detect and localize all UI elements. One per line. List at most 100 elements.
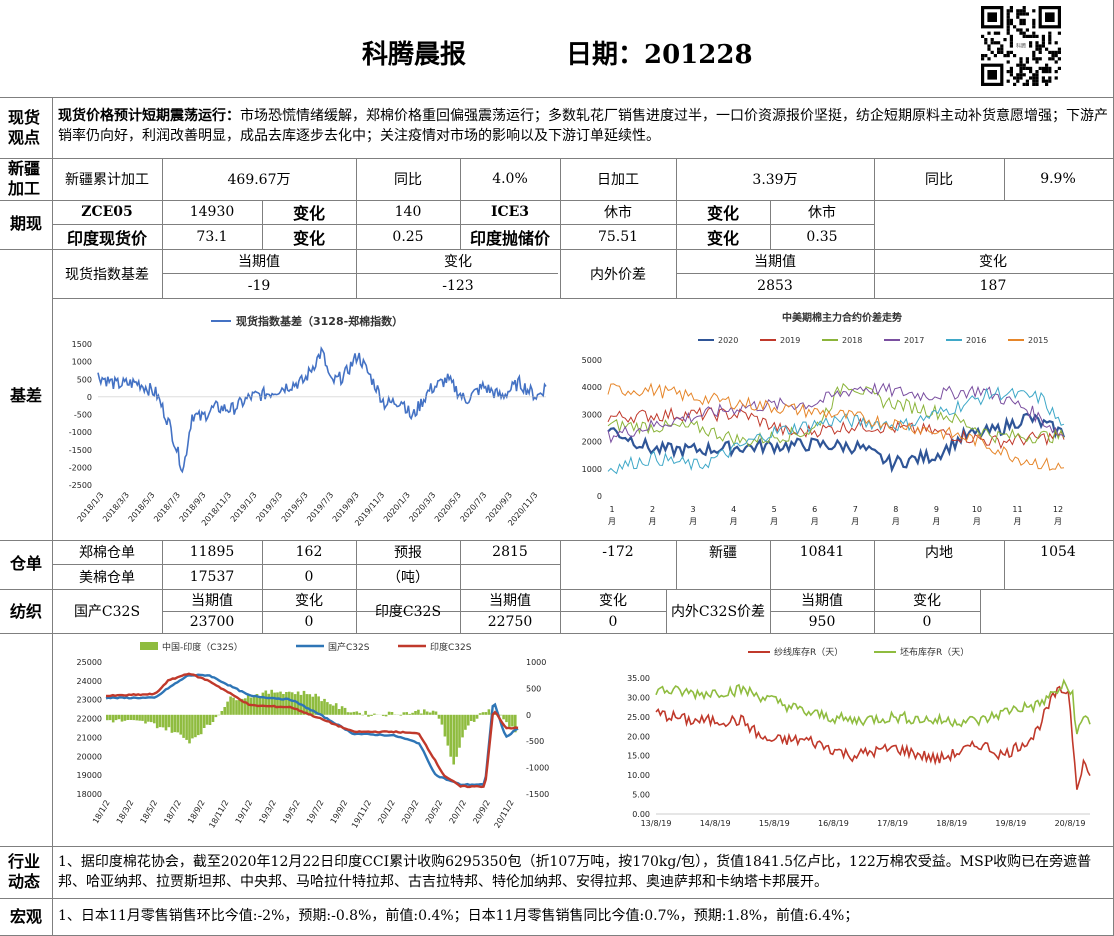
chart3-bar [346, 712, 350, 715]
fut-r1-c6: 变化 [706, 204, 739, 223]
tx-dom-label: 国产C32S [73, 604, 141, 620]
chart3-bar [384, 714, 388, 717]
chart3-bar [487, 709, 491, 715]
chart3-bar [414, 711, 417, 715]
chart3-bar [387, 711, 391, 715]
chart1-legend: 现货指数基差（3128-郑棉指数） [236, 314, 403, 328]
chart3-bar [197, 714, 200, 736]
chart3-bar [502, 714, 505, 720]
chart1-y-tick: 1000 [72, 358, 92, 367]
basis-index-chart: 现货指数基差（3128-郑棉指数） 1500 1000 500 0 -500 -1000 -… [69, 314, 547, 528]
chart3-x-tick: 19/7/2 [305, 799, 326, 826]
tx-ind-chg: 0 [608, 614, 618, 630]
chart3-bar [475, 714, 479, 719]
chart3-bar [202, 714, 206, 728]
chart4-x-tick: 20/8/19 [1055, 819, 1086, 828]
chart3-bar [314, 693, 317, 715]
chart4-x-tick: 15/8/19 [759, 819, 790, 828]
chart3-bar [153, 714, 156, 724]
chart4-x-tick: 16/8/19 [818, 819, 849, 828]
chart2-x-tick: 9 [934, 505, 939, 514]
chart3-bar [290, 692, 294, 715]
chart3-x-tick: 19/3/2 [257, 799, 278, 826]
chart1-series-line [97, 346, 547, 474]
section-label-spot: 现货观点 [7, 108, 40, 147]
fut-r1-c3: 140 [394, 204, 422, 220]
section-label-textile: 纺织 [9, 602, 42, 621]
xj-yoy2-label: 同比 [925, 172, 953, 188]
chart2-x-tick: 3 [691, 505, 696, 514]
fut-r2-c2: 变化 [292, 228, 325, 248]
chart3-bar [158, 714, 162, 728]
chart3-bar [226, 701, 229, 715]
chart3-bar [132, 714, 135, 721]
wh-fc-value: 2815 [492, 544, 528, 560]
wh-zc-label: 郑棉仓单 [79, 545, 135, 561]
chart3-bar [308, 694, 312, 715]
chart3-bar [194, 714, 197, 738]
chart2-y-tick: 4000 [582, 383, 602, 392]
chart3-bar [182, 714, 185, 738]
fut-r1-c2: 变化 [292, 204, 325, 223]
wh-zc-chg: 162 [295, 544, 323, 560]
tx-cur3-label: 当期值 [801, 593, 843, 609]
chart3-bar [241, 698, 244, 715]
chart3-bar [176, 714, 179, 733]
chart1-y-tick: -2500 [69, 481, 92, 490]
chart3-bar [161, 714, 165, 728]
section-label-industry: 行业动态 [7, 852, 40, 891]
chart3-x-tick: 18/1/2 [91, 799, 112, 826]
chart3-bar [293, 694, 297, 715]
chart2-legend-label: 2015 [1028, 336, 1048, 345]
chart3-bar [373, 713, 376, 715]
basis-cur-label: 当期值 [238, 254, 280, 270]
chart2-x-tick: 2 [650, 505, 655, 514]
chart2-x-unit: 月 [811, 517, 819, 526]
chart2-legend-label: 2019 [780, 336, 800, 345]
chart3-bar [199, 714, 203, 735]
chart2-legend-label: 2017 [904, 336, 924, 345]
wh-us-chg: 0 [304, 568, 314, 585]
basis-cur2-label: 当期值 [754, 254, 796, 270]
chart3-bar [129, 714, 133, 720]
chart3-bar [355, 711, 359, 715]
chart3-bar [417, 709, 420, 715]
qr-code: 科腾 [981, 6, 1061, 86]
chart3-bar [352, 711, 356, 715]
chart1-y-tick: 0 [87, 393, 92, 402]
chart3-bar [443, 714, 447, 737]
tx-chg-label: 变化 [295, 593, 323, 609]
chart3-bar [188, 714, 191, 744]
spot-view-text: 现货价格预计短期震荡运行：市场恐慌情绪缓解，郑棉价格重回偏强震荡运行；多数轧花厂… [58, 106, 1108, 146]
chart3-bar [423, 709, 426, 715]
xj-cum-label: 新疆累计加工 [65, 172, 149, 188]
chart3-bar [505, 714, 508, 723]
xj-yoy2-value: 9.9% [1040, 171, 1076, 187]
chart2-y-tick: 5000 [582, 356, 602, 365]
fut-r2-c0: 印度现货价 [66, 228, 147, 248]
chart1-y-tick: -500 [74, 411, 92, 420]
chart3-bar [329, 704, 332, 715]
industry-text: 1、据印度棉花协会，截至2020年12月22日印度CCI累计收购6295350包… [58, 854, 1092, 890]
chart4-x-tick: 19/8/19 [995, 819, 1026, 828]
report-date: 日期：201228 [566, 40, 753, 70]
chart3-bar [446, 714, 450, 746]
spot-headline: 现货价格预计短期震荡运行： [58, 108, 240, 124]
chart2-y-tick: 2000 [582, 438, 602, 447]
chart3-bar [147, 714, 150, 722]
chart2-x-unit: 月 [892, 517, 900, 526]
tx-dom-value: 23700 [189, 614, 235, 630]
chart3-x-tick: 18/11/2 [207, 799, 230, 830]
chart4-series-line [655, 685, 1091, 790]
fut-r2-c3: 0.25 [392, 228, 424, 245]
chart3-x-tick: 19/5/2 [281, 799, 302, 826]
chart3-y-right-tick: 1000 [526, 658, 546, 667]
chart4-y-tick: 20.00 [627, 732, 650, 741]
chart3-bar [214, 714, 218, 718]
chart3-bar [402, 712, 406, 715]
xj-cum-value: 469.67万 [227, 172, 291, 188]
chart3-bar [285, 692, 288, 715]
chart3-y-left-tick: 21000 [77, 733, 102, 742]
basis-chg2-value: 187 [979, 277, 1007, 294]
